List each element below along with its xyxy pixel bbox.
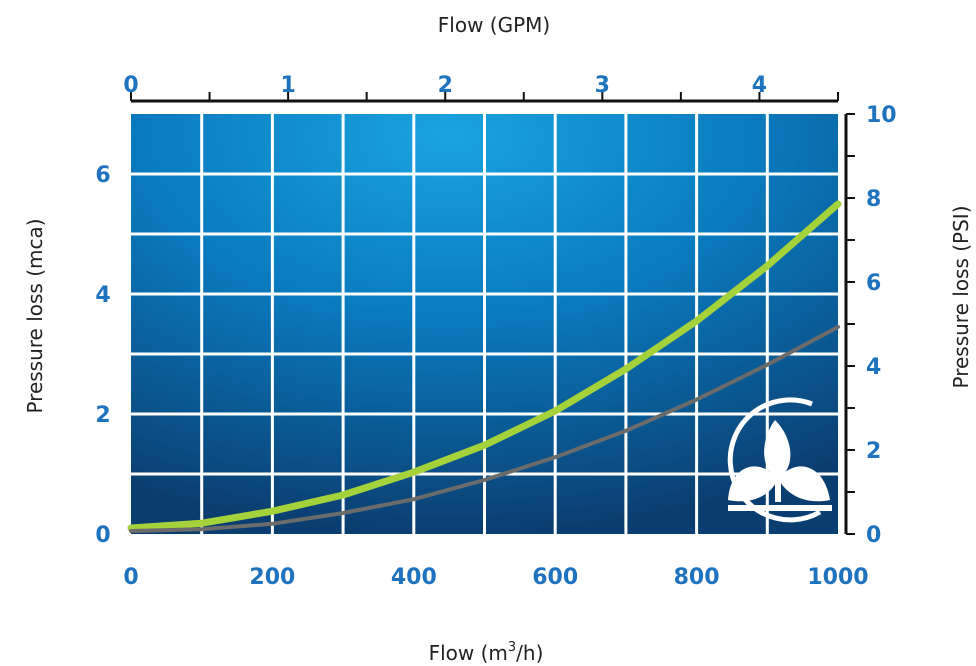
right-axis	[844, 113, 855, 535]
y-right-tick-label: 0	[866, 523, 881, 548]
y-left-tick-label: 0	[95, 523, 110, 548]
x-top-tick-label: 4	[752, 73, 767, 98]
x-bottom-tick-label: 200	[249, 565, 295, 590]
y-right-tick-label: 2	[866, 439, 881, 464]
y-axis-right-label: Pressure loss (PSI)	[949, 205, 973, 388]
y-left-tick-label: 2	[95, 403, 110, 428]
x-axis-top-label: Flow (GPM)	[438, 13, 550, 37]
y-right-tick-label: 10	[866, 103, 897, 128]
series-line-1	[127, 200, 842, 532]
top-axis	[130, 92, 839, 103]
x-bottom-tick-label: 1000	[807, 565, 868, 590]
x-top-tick-label: 1	[280, 73, 295, 98]
y-axis-left-label: Pressure loss (mca)	[23, 218, 47, 413]
x-axis-bottom-label: Flow (m3/h)	[429, 640, 544, 665]
grid	[131, 114, 838, 534]
flower-logo-icon	[727, 397, 832, 523]
y-right-tick-label: 8	[866, 187, 881, 212]
x-bottom-tick-label: 400	[391, 565, 437, 590]
y-left-tick-label: 4	[95, 283, 110, 308]
x-top-tick-label: 2	[438, 73, 453, 98]
x-top-tick-label: 0	[123, 73, 138, 98]
y-left-tick-label: 6	[95, 163, 110, 188]
series-layer	[127, 200, 842, 533]
y-right-tick-label: 6	[866, 271, 881, 296]
x-bottom-tick-label: 800	[674, 565, 720, 590]
series-line-2	[129, 325, 840, 533]
x-bottom-tick-label: 0	[123, 565, 138, 590]
y-right-tick-label: 4	[866, 355, 881, 380]
x-top-tick-label: 3	[595, 73, 610, 98]
x-bottom-tick-label: 600	[532, 565, 578, 590]
